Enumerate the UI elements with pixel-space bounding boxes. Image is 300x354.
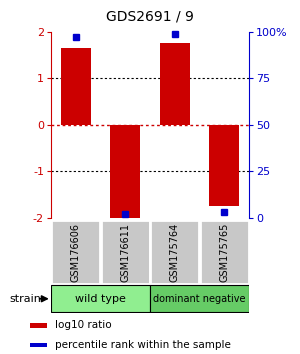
Bar [52,220,100,284]
Text: GSM175764: GSM175764 [170,223,180,282]
Text: GDS2691 / 9: GDS2691 / 9 [106,9,194,23]
Bar [151,220,199,284]
Text: percentile rank within the sample: percentile rank within the sample [55,340,231,350]
Bar [52,285,149,312]
Bar [110,125,140,218]
Text: GSM176606: GSM176606 [71,223,81,282]
Bar [209,125,239,206]
Text: log10 ratio: log10 ratio [55,320,112,331]
Text: GSM176611: GSM176611 [120,223,130,282]
Bar [61,48,91,125]
Bar [30,343,47,347]
Text: dominant negative: dominant negative [153,294,246,304]
Text: wild type: wild type [75,294,126,304]
Text: strain: strain [9,294,41,304]
Text: GSM175765: GSM175765 [219,223,229,282]
Bar [30,323,47,328]
Bar [200,220,248,284]
Bar [151,285,248,312]
Bar [160,44,190,125]
Bar [101,220,149,284]
